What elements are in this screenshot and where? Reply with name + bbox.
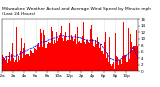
Text: Milwaukee Weather Actual and Average Wind Speed by Minute mph (Last 24 Hours): Milwaukee Weather Actual and Average Win… (2, 7, 151, 16)
